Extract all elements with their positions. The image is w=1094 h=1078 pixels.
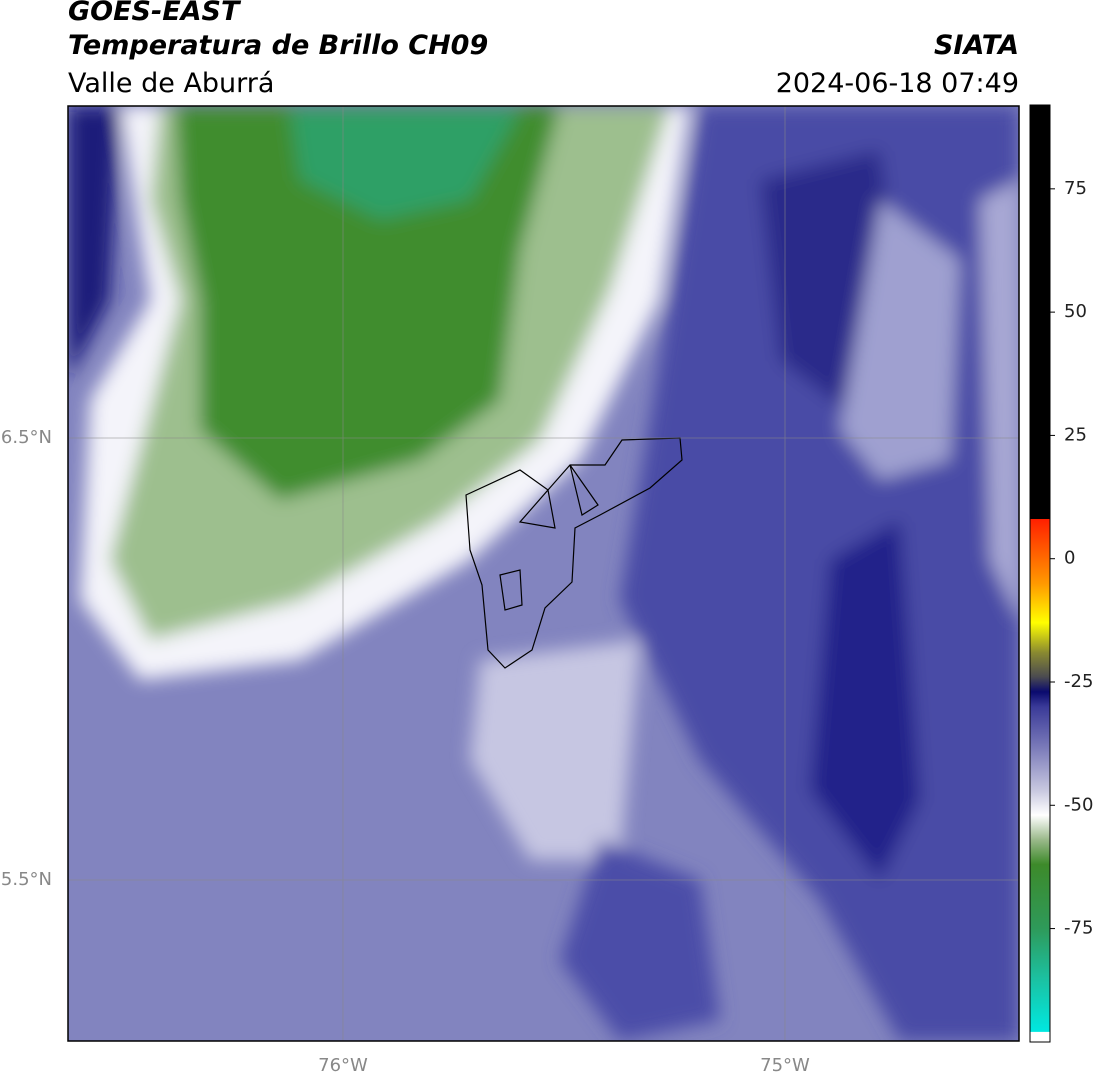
colorbar-tick-label: 50 <box>1064 301 1087 322</box>
subtitle: Temperatura de Brillo CH09 <box>68 30 488 61</box>
colorbar-tick-label: -25 <box>1064 671 1093 692</box>
colorbar-tick-label: -50 <box>1064 794 1093 815</box>
colorbar-tick-label: 75 <box>1064 178 1087 199</box>
title: GOES-EAST <box>68 0 242 27</box>
graticule <box>68 106 1019 1041</box>
lon-label: 76°W <box>318 1055 368 1076</box>
lon-label: 75°W <box>760 1055 810 1076</box>
colorbar-tick-label: 0 <box>1064 548 1075 569</box>
colorbar <box>1029 104 1051 1043</box>
source: SIATA <box>934 30 1019 61</box>
lat-label: 6.5°N <box>1 427 52 448</box>
colorbar-tick-label: -75 <box>1064 918 1093 939</box>
colorbar-tick-label: 25 <box>1064 424 1087 445</box>
region: Valle de Aburrá <box>68 68 274 99</box>
satellite-image <box>68 106 1019 1041</box>
datetime: 2024-06-18 07:49 <box>776 68 1019 99</box>
map-frame <box>67 105 1020 1042</box>
lat-label: 5.5°N <box>1 869 52 890</box>
